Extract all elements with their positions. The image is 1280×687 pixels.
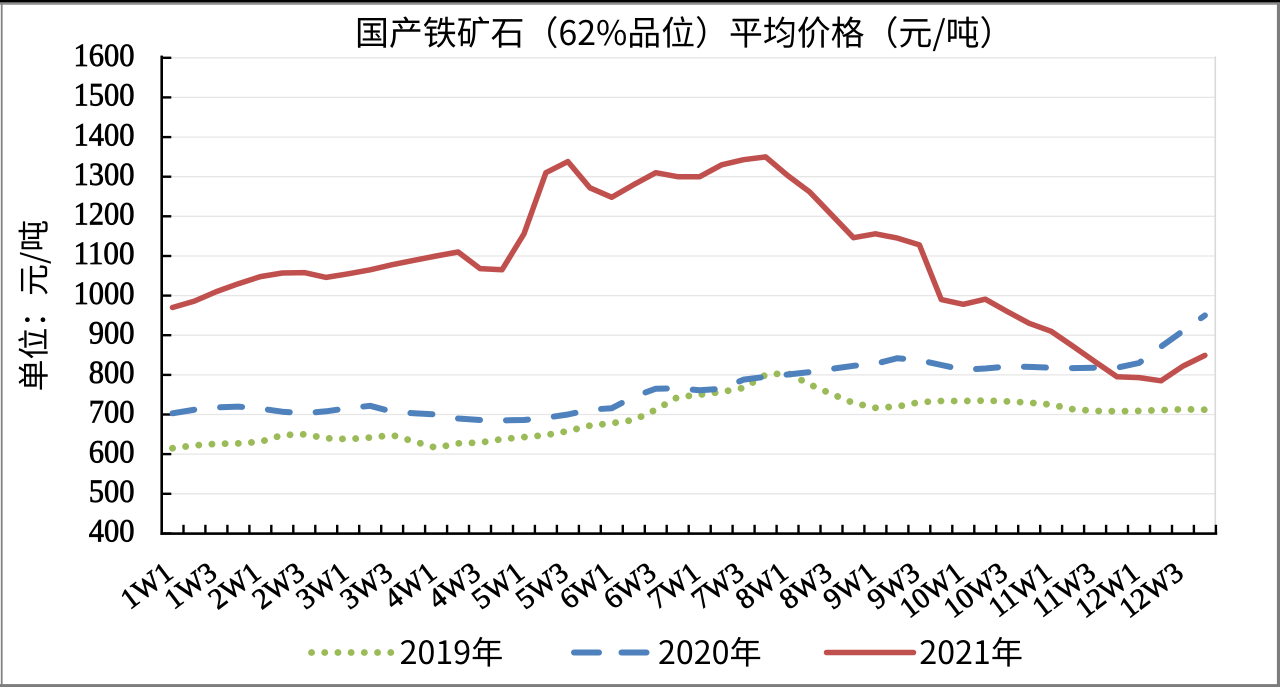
svg-text:1300: 1300	[74, 157, 135, 193]
svg-text:800: 800	[89, 355, 135, 391]
svg-text:700: 700	[89, 395, 135, 431]
svg-text:1600: 1600	[74, 38, 135, 74]
svg-text:400: 400	[89, 514, 135, 550]
svg-text:1000: 1000	[74, 276, 135, 312]
svg-text:1200: 1200	[74, 197, 135, 233]
svg-text:1100: 1100	[74, 236, 135, 272]
svg-text:1400: 1400	[74, 117, 135, 153]
svg-text:500: 500	[89, 474, 135, 510]
svg-text:900: 900	[89, 315, 135, 351]
svg-text:1500: 1500	[74, 78, 135, 114]
svg-text:600: 600	[89, 434, 135, 470]
